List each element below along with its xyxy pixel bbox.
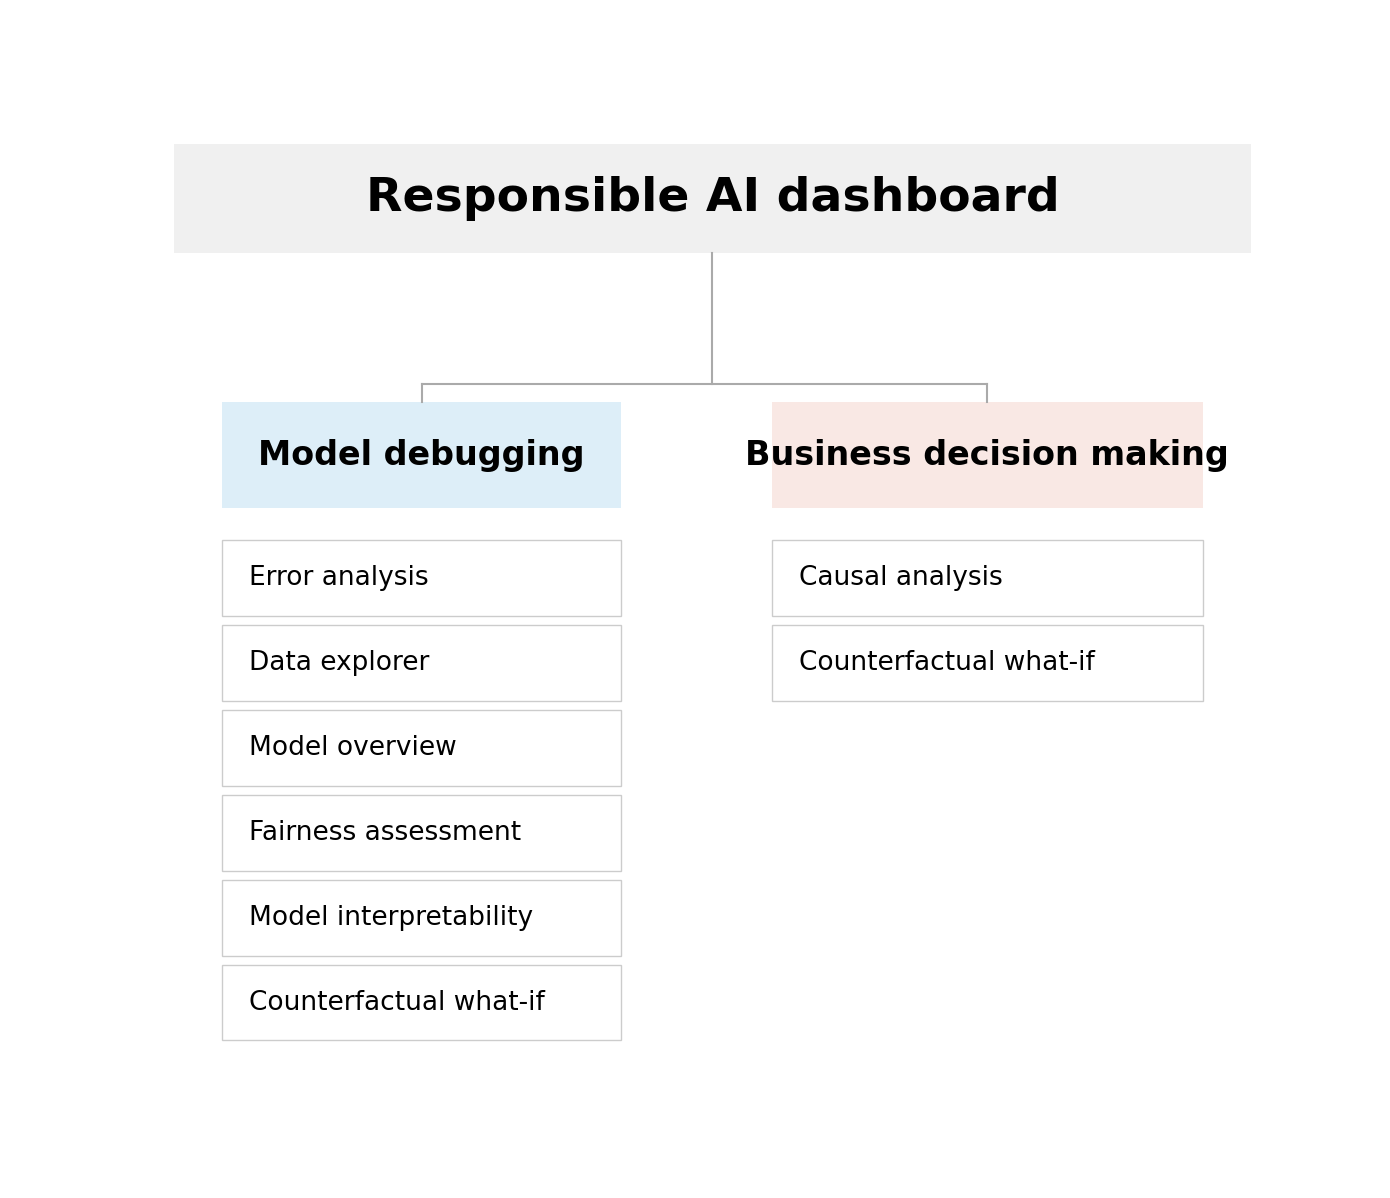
FancyBboxPatch shape [771,540,1202,616]
Text: Model interpretability: Model interpretability [249,904,534,931]
Text: Model debugging: Model debugging [259,438,585,472]
Text: Responsible AI dashboard: Responsible AI dashboard [366,176,1059,220]
FancyBboxPatch shape [222,795,621,871]
Text: Data explorer: Data explorer [249,651,430,676]
Text: Fairness assessment: Fairness assessment [249,819,521,846]
Text: Counterfactual what-if: Counterfactual what-if [798,651,1094,676]
FancyBboxPatch shape [222,403,621,508]
FancyBboxPatch shape [222,964,621,1040]
FancyBboxPatch shape [222,879,621,956]
FancyBboxPatch shape [771,403,1202,508]
FancyBboxPatch shape [771,625,1202,701]
FancyBboxPatch shape [222,625,621,701]
FancyBboxPatch shape [174,144,1251,253]
Text: Error analysis: Error analysis [249,565,428,592]
Text: Business decision making: Business decision making [745,438,1229,472]
FancyBboxPatch shape [222,710,621,786]
Text: Counterfactual what-if: Counterfactual what-if [249,990,545,1016]
Text: Causal analysis: Causal analysis [798,565,1002,592]
Text: Model overview: Model overview [249,734,457,761]
FancyBboxPatch shape [222,540,621,616]
